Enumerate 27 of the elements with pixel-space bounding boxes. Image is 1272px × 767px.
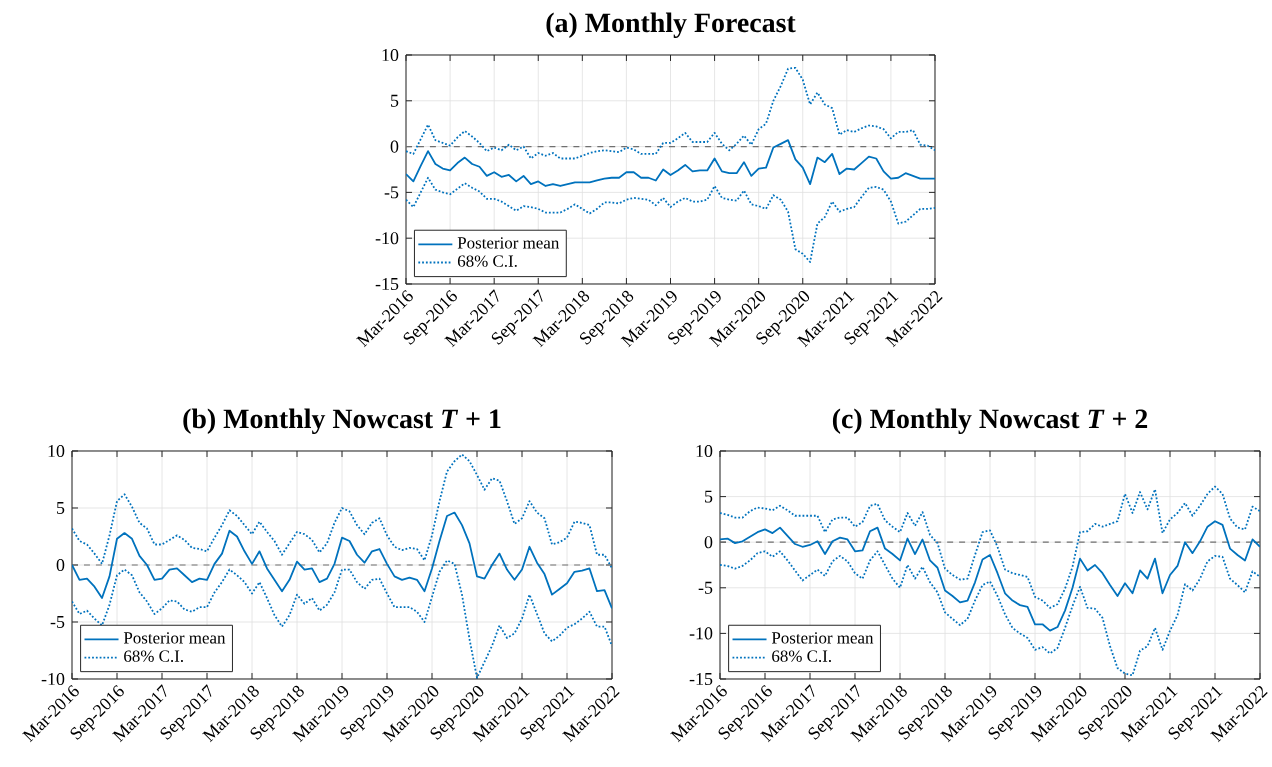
legend-label: 68% C.I. bbox=[772, 650, 831, 662]
y-tick-label: 10 bbox=[48, 444, 65, 458]
y-tick-label: -5 bbox=[698, 581, 713, 594]
chart-title: (c) Monthly Nowcast T + 2 bbox=[832, 408, 1148, 435]
chart-title: (b) Monthly Nowcast T + 1 bbox=[183, 408, 501, 435]
y-tick-label: 5 bbox=[391, 94, 399, 107]
y-tick-label: -10 bbox=[375, 232, 399, 245]
y-tick-label: -5 bbox=[384, 186, 399, 199]
y-tick-label: 5 bbox=[705, 490, 713, 503]
y-tick-label: 10 bbox=[382, 48, 399, 62]
y-tick-label: -15 bbox=[375, 277, 399, 291]
legend-label: Posterior mean bbox=[457, 237, 560, 249]
y-tick-label: -10 bbox=[41, 672, 65, 686]
line-series bbox=[72, 453, 612, 570]
chart-title: (a) Monthly Forecast bbox=[546, 12, 796, 39]
legend-label: 68% C.I. bbox=[124, 650, 183, 662]
y-tick-label: 0 bbox=[704, 536, 713, 549]
y-tick-label: 0 bbox=[390, 140, 399, 153]
y-tick-label: 10 bbox=[696, 444, 713, 458]
legend-label: 68% C.I. bbox=[457, 255, 517, 267]
y-tick-label: -15 bbox=[689, 672, 713, 686]
y-tick-label: -10 bbox=[689, 627, 713, 640]
y-tick-label: -5 bbox=[50, 616, 65, 628]
legend-label: Posterior mean bbox=[771, 632, 874, 644]
y-tick-label: 0 bbox=[56, 558, 65, 572]
legend-label: Posterior mean bbox=[123, 632, 226, 644]
y-tick-label: 5 bbox=[57, 502, 65, 514]
